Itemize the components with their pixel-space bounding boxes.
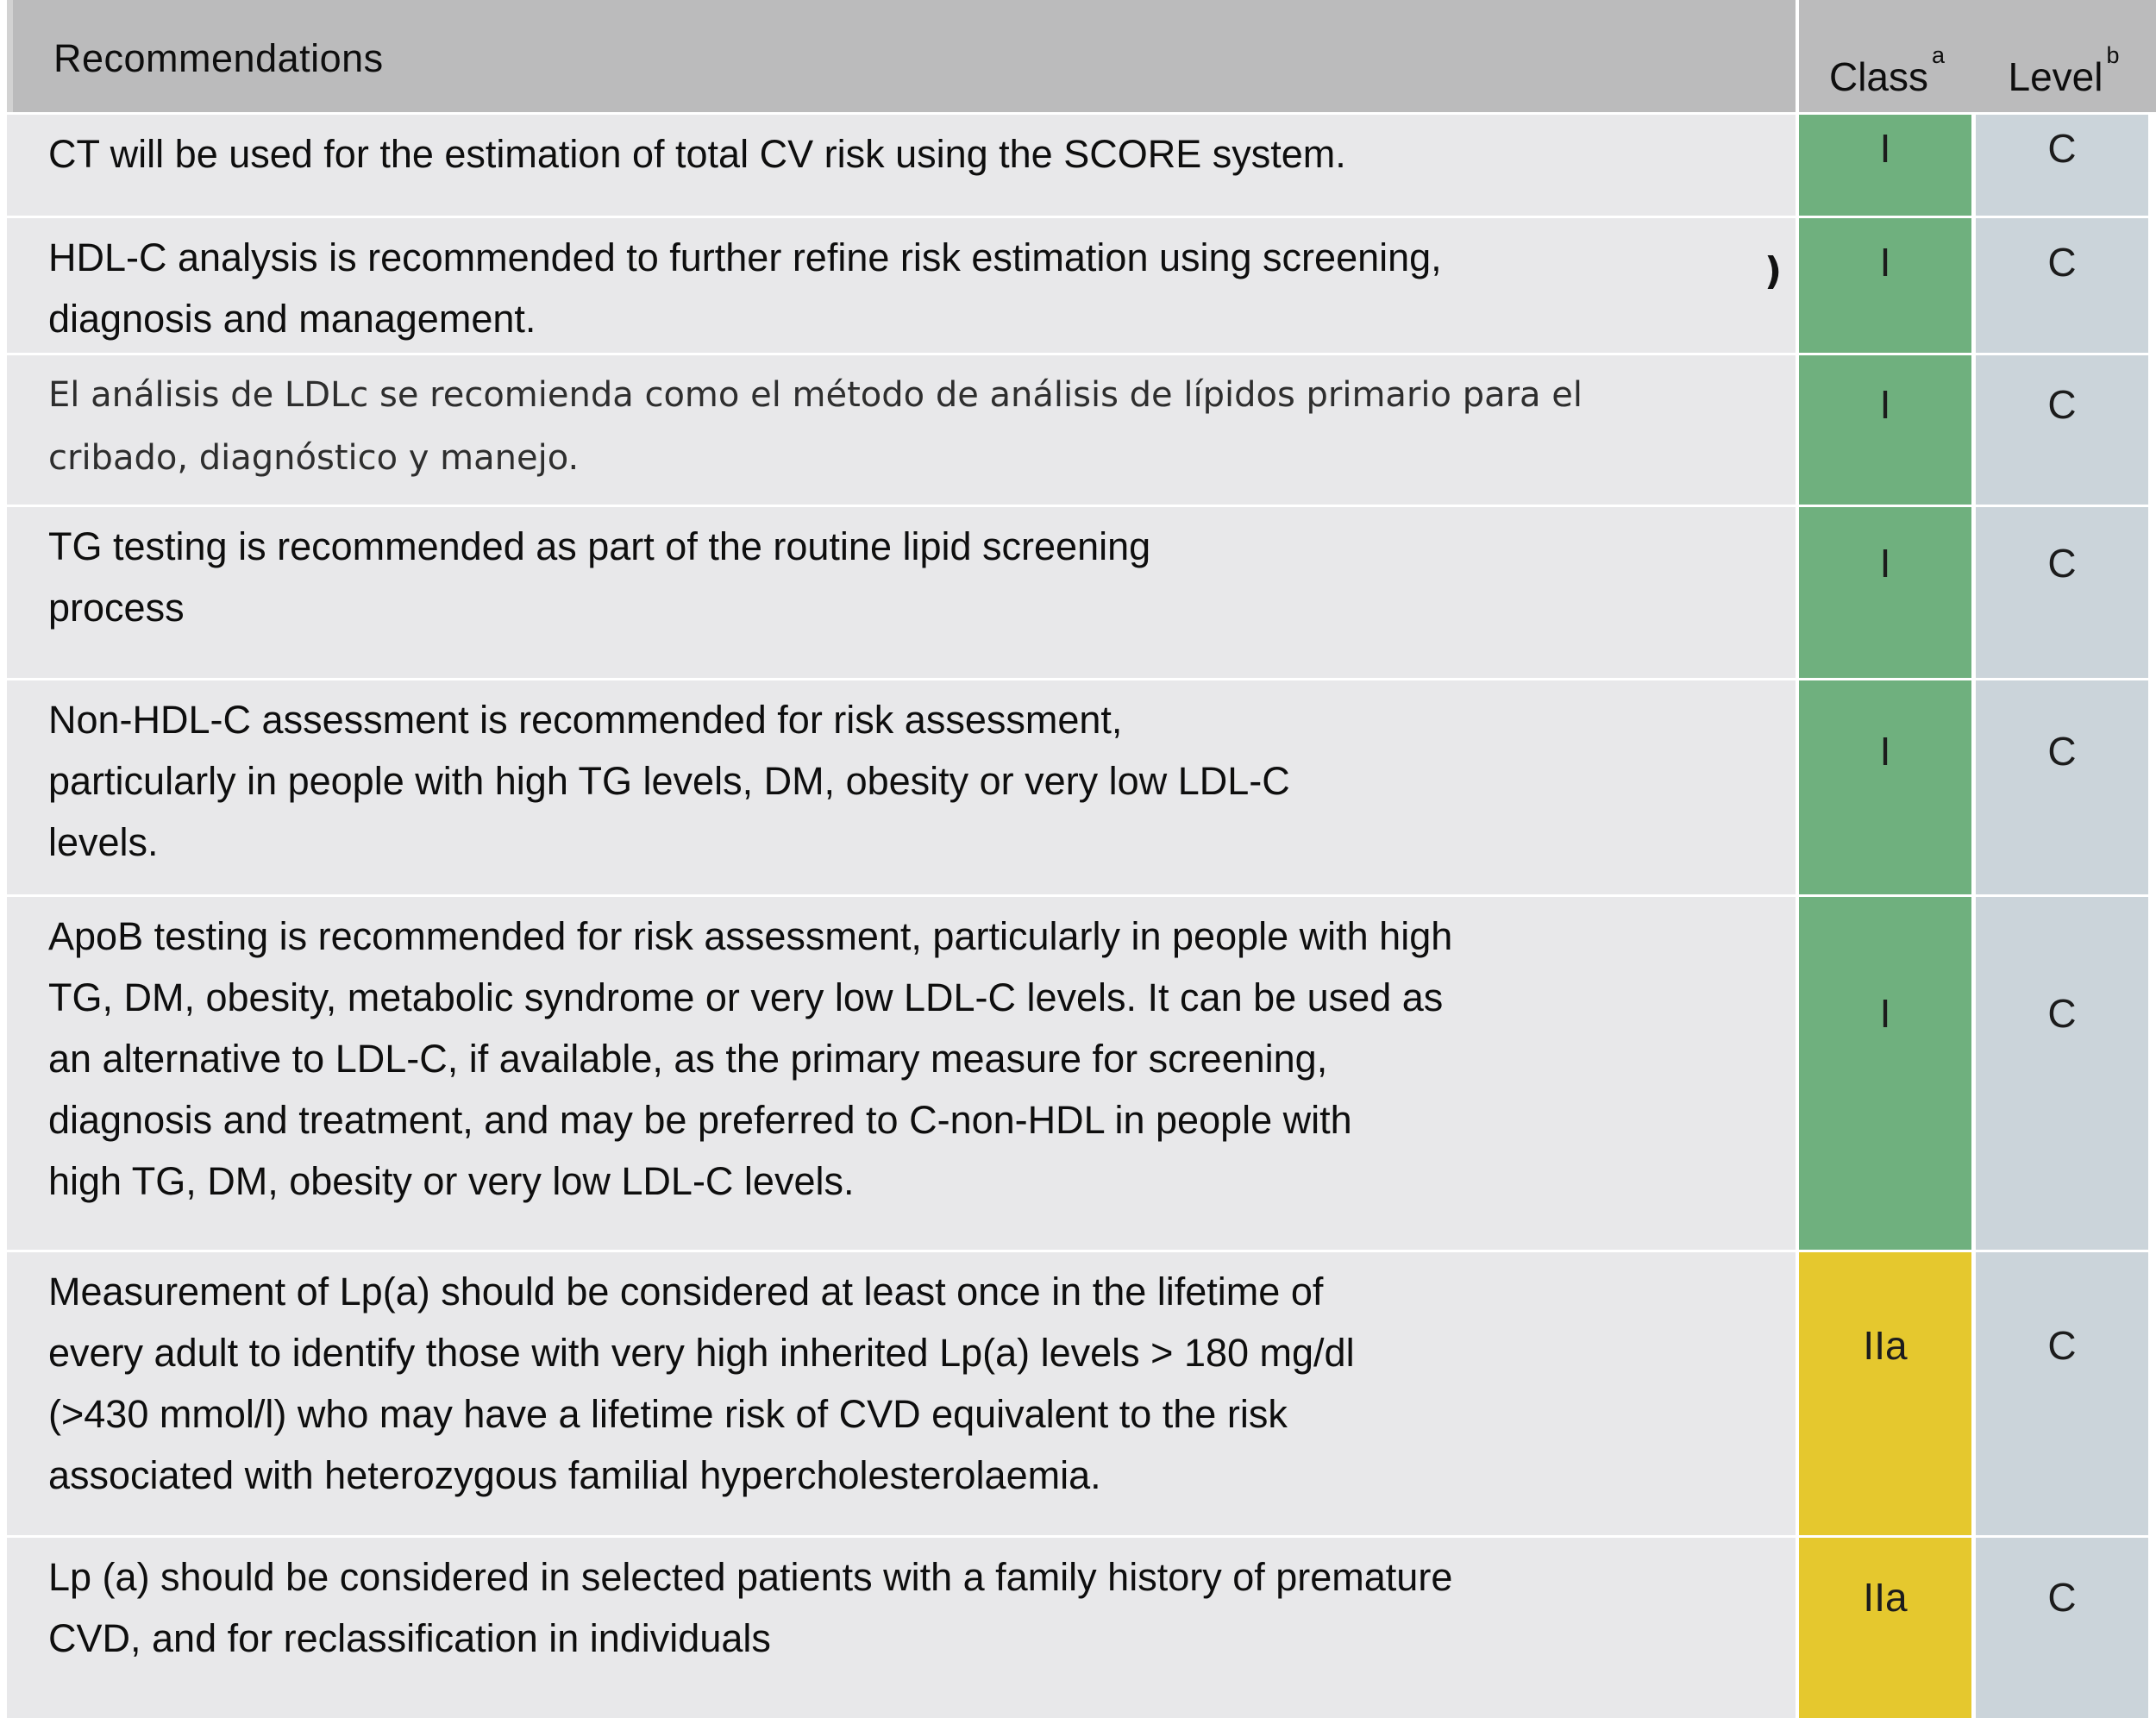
recommendation-text: Measurement of Lp(a) should be considere… <box>48 1270 1355 1497</box>
recommendation-text: Lp (a) should be considered in selected … <box>48 1555 1453 1660</box>
recommendation-cell: TG testing is recommended as part of the… <box>7 507 1796 678</box>
class-cell: I <box>1799 507 1971 678</box>
table-row: Measurement of Lp(a) should be considere… <box>7 1252 2148 1535</box>
class-cell: I <box>1799 115 1971 216</box>
level-badge: C <box>2047 125 2077 171</box>
table-row: Non-HDL-C assessment is recommended for … <box>7 680 2148 894</box>
level-badge: C <box>2047 1574 2077 1620</box>
level-badge: C <box>2047 990 2077 1036</box>
table-row: Lp (a) should be considered in selected … <box>7 1538 2148 1718</box>
class-badge: I <box>1879 728 1891 774</box>
level-header-label: Level <box>2008 54 2103 99</box>
level-badge: C <box>2047 240 2077 285</box>
recommendation-cell: Measurement of Lp(a) should be considere… <box>7 1252 1796 1535</box>
class-cell: IIa <box>1799 1252 1971 1535</box>
class-badge: I <box>1879 990 1891 1036</box>
class-cell: I <box>1799 680 1971 894</box>
table-row: CT will be used for the estimation of to… <box>7 115 2148 216</box>
class-cell: IIa <box>1799 1538 1971 1718</box>
recommendation-text: HDL-C analysis is recommended to further… <box>48 235 1442 341</box>
class-cell: I <box>1799 897 1971 1250</box>
level-cell: C <box>1976 355 2148 505</box>
class-cell: I <box>1799 218 1971 353</box>
recommendation-cell: Non-HDL-C assessment is recommended for … <box>7 680 1796 894</box>
class-badge: I <box>1879 541 1891 586</box>
table-row: ApoB testing is recommended for risk ass… <box>7 897 2148 1250</box>
level-cell: C <box>1976 507 2148 678</box>
level-cell: C <box>1976 1538 2148 1718</box>
stray-text-fragment: ) <box>1764 249 1783 293</box>
recommendation-cell: CT will be used for the estimation of to… <box>7 115 1796 216</box>
recommendation-text: ApoB testing is recommended for risk ass… <box>48 914 1453 1203</box>
recommendation-text: CT will be used for the estimation of to… <box>48 132 1346 176</box>
level-badge: C <box>2047 541 2077 586</box>
recommendation-cell: HDL-C analysis is recommended to further… <box>7 218 1796 353</box>
class-footnote-marker: a <box>1932 41 1946 68</box>
recommendation-text: TG testing is recommended as part of the… <box>48 524 1151 630</box>
class-badge: IIa <box>1863 1574 1908 1620</box>
level-badge: C <box>2047 728 2077 774</box>
level-cell: C <box>1976 115 2148 216</box>
class-column-header: Class a <box>1799 42 1971 100</box>
class-cell: I <box>1799 355 1971 505</box>
level-badge: C <box>2047 1323 2077 1369</box>
level-footnote-marker: b <box>2106 41 2120 68</box>
level-column-header: Level b <box>1976 42 2148 100</box>
recommendation-text: Non-HDL-C assessment is recommended for … <box>48 698 1290 864</box>
header-column-divider <box>1796 0 1799 112</box>
table-row: HDL-C analysis is recommended to further… <box>7 218 2148 353</box>
table-header-row: Recommendations Class a Level b <box>7 0 2156 112</box>
level-cell: C <box>1976 897 2148 1250</box>
table-body: CT will be used for the estimation of to… <box>7 115 2148 1718</box>
table-row: El análisis de LDLc se recomienda como e… <box>7 355 2148 505</box>
table-row: TG testing is recommended as part of the… <box>7 507 2148 678</box>
header-left-edge <box>7 0 13 112</box>
class-badge: IIa <box>1863 1323 1908 1369</box>
level-cell: C <box>1976 218 2148 353</box>
level-badge: C <box>2047 382 2077 428</box>
level-cell: C <box>1976 1252 2148 1535</box>
recommendation-cell: Lp (a) should be considered in selected … <box>7 1538 1796 1718</box>
class-badge: I <box>1879 240 1891 285</box>
level-cell: C <box>1976 680 2148 894</box>
recommendation-text: El análisis de LDLc se recomienda como e… <box>48 375 1583 478</box>
class-header-label: Class <box>1828 54 1928 99</box>
recommendation-cell: ApoB testing is recommended for risk ass… <box>7 897 1796 1250</box>
recommendations-column-header: Recommendations <box>53 36 384 80</box>
class-badge: I <box>1879 125 1891 171</box>
class-badge: I <box>1879 382 1891 428</box>
recommendation-cell: El análisis de LDLc se recomienda como e… <box>7 355 1796 505</box>
